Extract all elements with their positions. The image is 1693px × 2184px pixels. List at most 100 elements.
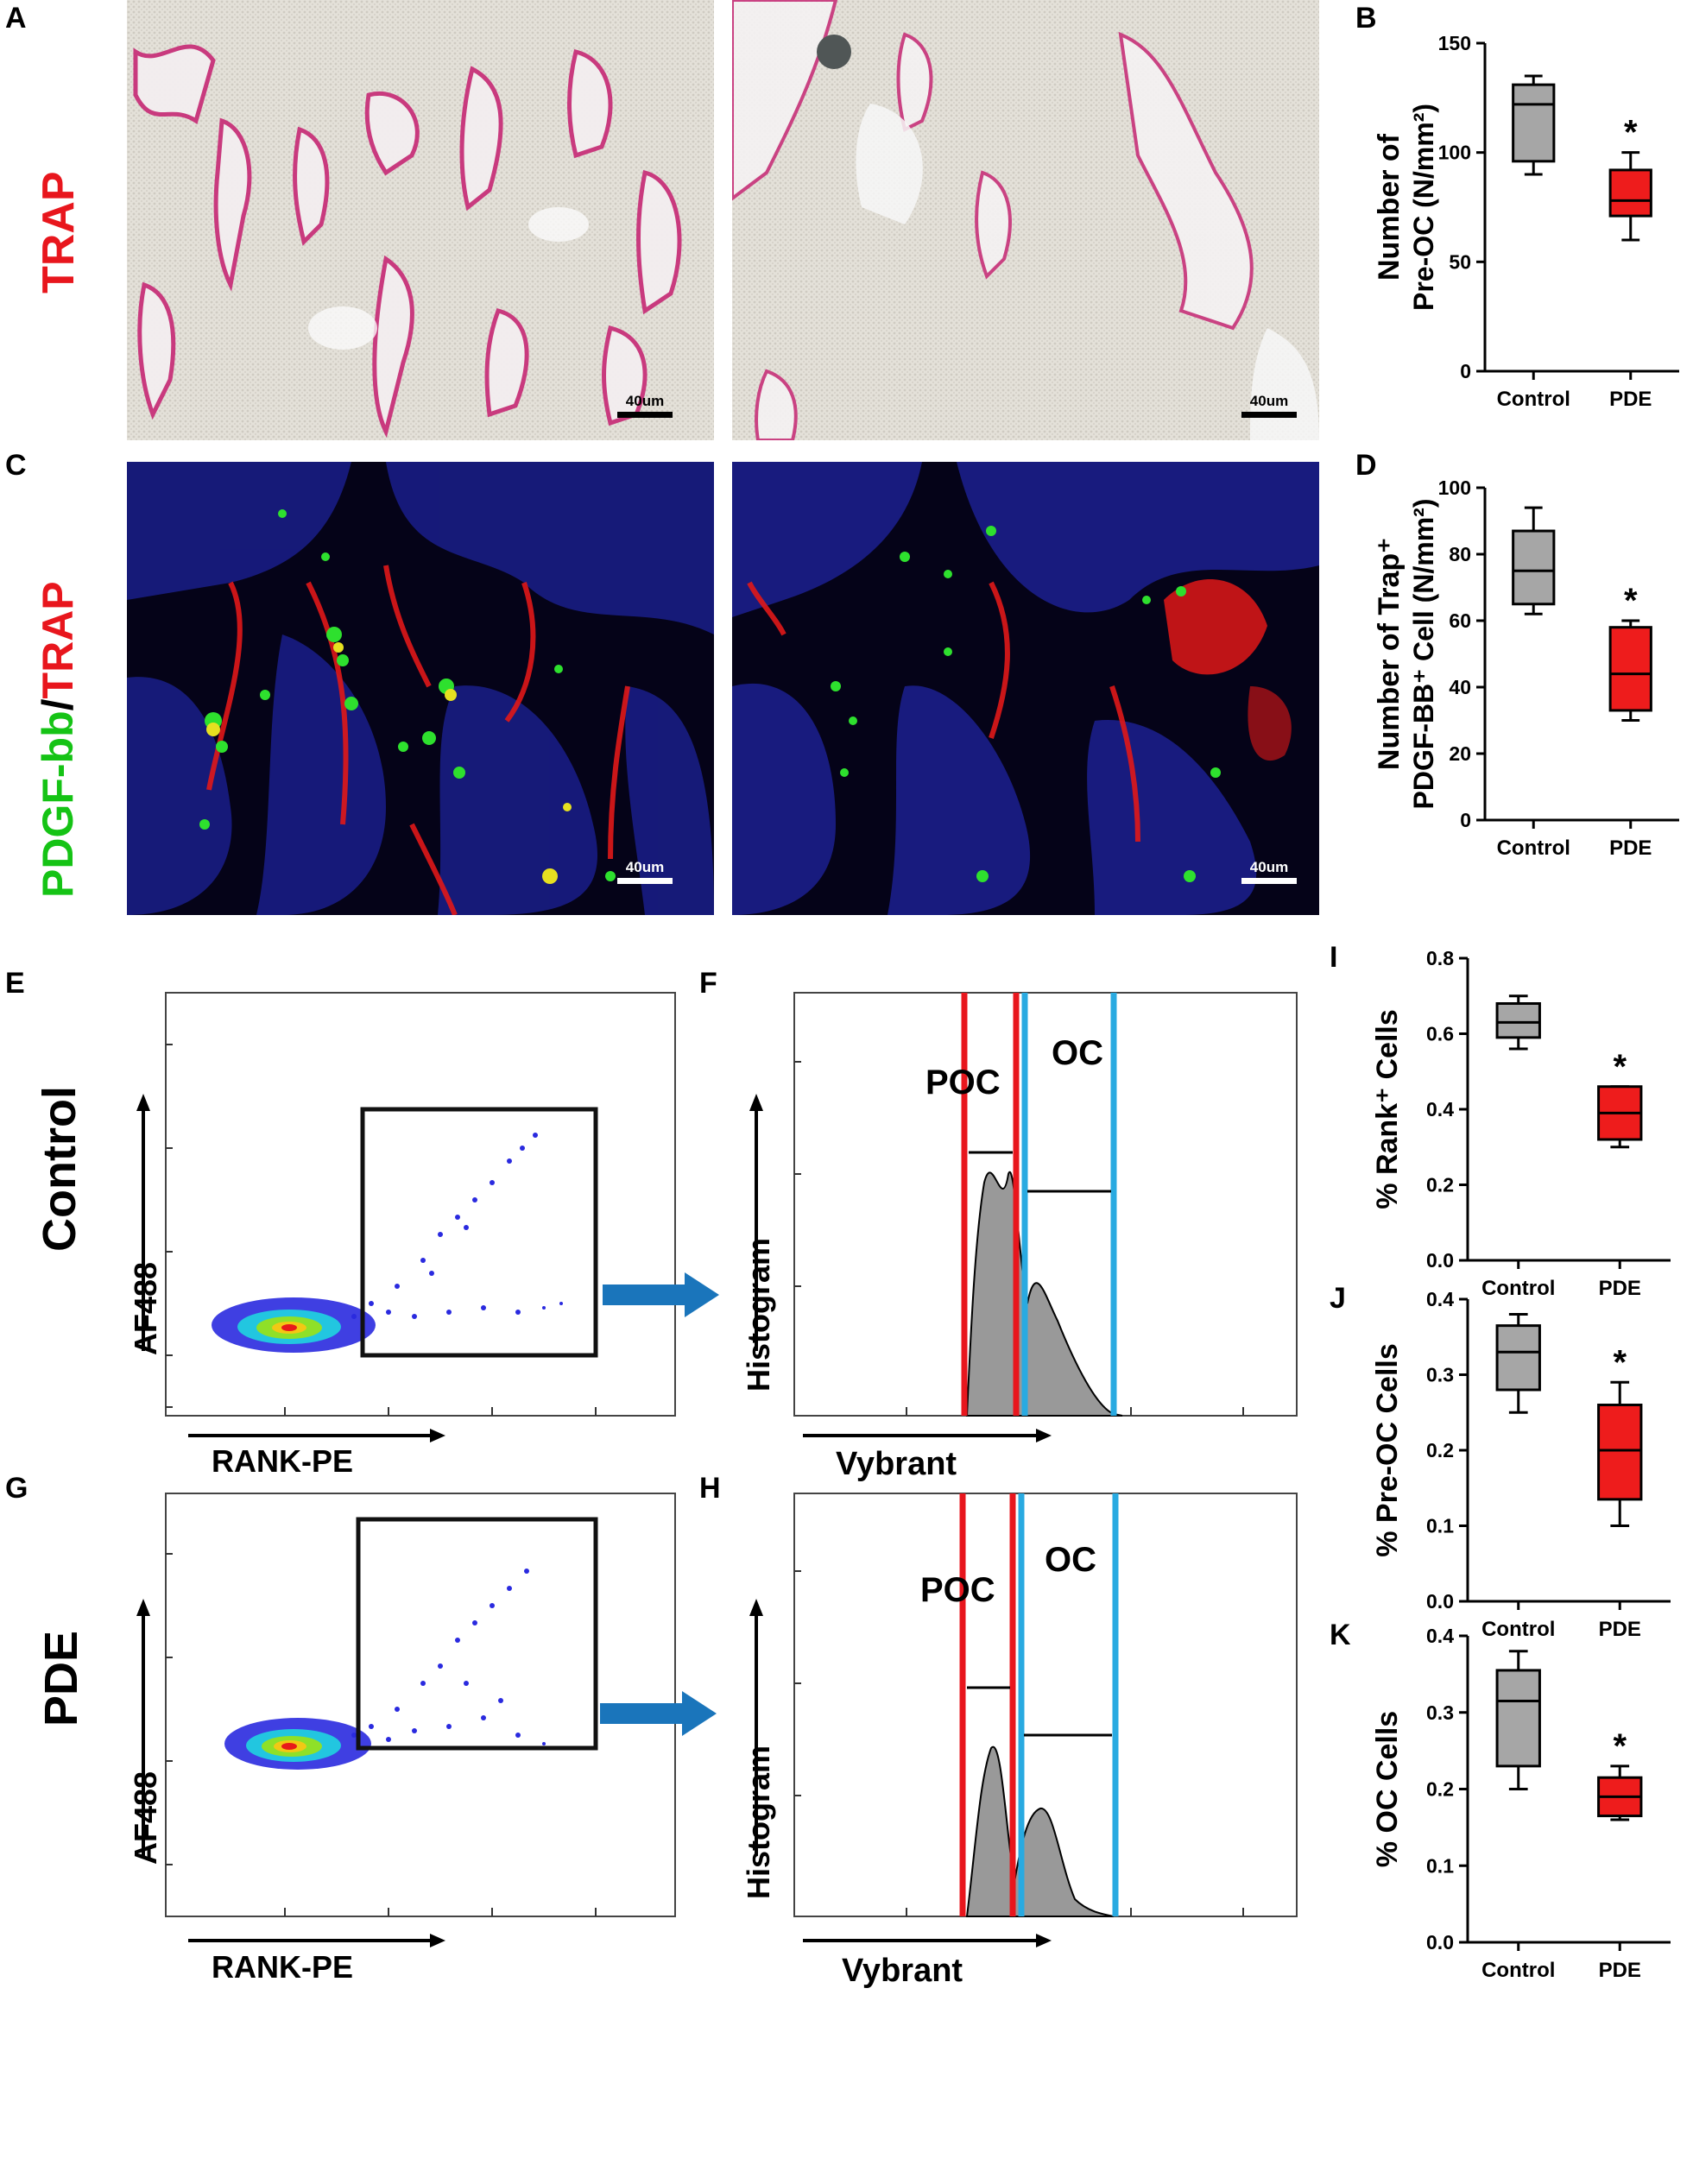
y-tick-label: 100 <box>1438 142 1471 164</box>
chart-svg-j: 0.0 0.1 0.2 0.3 0.4 Control PDE * % Pre-OC Cells <box>1371 1288 1671 1641</box>
panel-letter-b: B <box>1355 2 1377 35</box>
y-tick-label: 0.3 <box>1426 1701 1454 1724</box>
poc-label-control: POC <box>925 1064 1001 1101</box>
histogram-axis-label-control: Histogram <box>741 1237 776 1392</box>
scale-bar-text: 40um <box>625 393 665 409</box>
vybrant-axis-arrow-pde <box>803 1934 1053 1951</box>
y-tick-label: 0.2 <box>1426 1174 1454 1196</box>
pdgf-label: PDGF-bb <box>34 710 82 898</box>
x-category-label: PDE <box>1599 1959 1641 1982</box>
x-category-label: PDE <box>1599 1618 1641 1641</box>
af488-axis-arrow <box>135 1092 152 1351</box>
box-control <box>1495 1313 1541 1414</box>
af488-axis-arrow-pde <box>135 1597 152 1856</box>
pdgf-trap-micrograph-control: 40um <box>127 462 714 915</box>
rank-pe-axis-label-pde: RANK-PE <box>212 1949 354 1985</box>
significance-star: * <box>1613 1048 1627 1086</box>
rank-pe-axis-arrow <box>188 1429 447 1442</box>
box-control <box>1495 994 1541 1051</box>
y-tick-label: 0.0 <box>1426 1249 1454 1272</box>
significance-star: * <box>1624 582 1638 620</box>
trap-stain-label: TRAP <box>34 171 84 294</box>
slash-label: / <box>34 698 82 711</box>
chart-i-rank-cells: 0.0 0.2 0.4 0.6 0.8 Control PDE * % Rank⁺ Cells <box>1347 941 1684 1321</box>
x-category-label: Control <box>1481 1277 1555 1300</box>
y-tick-label: 100 <box>1438 477 1471 499</box>
panel-letter-a: A <box>5 2 27 35</box>
flow-dotplot-pde <box>112 1485 682 1925</box>
panel-letter-e: E <box>5 967 25 1000</box>
y-tick-label: 60 <box>1449 609 1471 632</box>
y-axis-label: Number of <box>1373 133 1406 281</box>
panel-letter-d: D <box>1355 449 1377 482</box>
flow-histogram-pde <box>734 1485 1304 1925</box>
flow-dotplot-control <box>112 975 682 1424</box>
pdgf-trap-micrograph-pde: 40um <box>732 462 1319 915</box>
scale-bar-line <box>617 878 673 884</box>
y-tick-label: 0 <box>1460 360 1471 382</box>
chart-d-trap-pdgf-count: 0 20 40 60 80 100 Control PDE * Number of Trap⁺ PD… <box>1364 470 1692 881</box>
af488-axis-label: AF488 <box>128 1261 163 1355</box>
chart-svg-b: 0 50 100 150 Control PDE * Number of Pre-OC (N/m… <box>1373 32 1679 411</box>
y-tick-label: 0.0 <box>1426 1931 1454 1954</box>
y-axis-label: % Pre-OC Cells <box>1371 1343 1404 1557</box>
x-category-label: Control <box>1481 1959 1555 1982</box>
rank-pe-axis-arrow-pde <box>188 1934 447 1951</box>
chart-b-preoc-count: 0 50 100 150 Control PDE * Number of Pre-OC (N/m… <box>1364 26 1692 432</box>
x-category-label: Control <box>1497 388 1570 411</box>
panel-letter-i: I <box>1330 941 1338 974</box>
poc-label-pde: POC <box>920 1571 995 1609</box>
y-tick-label: 40 <box>1449 676 1471 698</box>
y-axis-label: Number of Trap⁺ <box>1373 538 1406 770</box>
oc-label-pde: OC <box>1045 1541 1096 1579</box>
chart-svg-k: 0.0 0.1 0.2 0.3 0.4 Control PDE * % OC Cells <box>1371 1625 1671 1982</box>
y-tick-label: 0 <box>1460 809 1471 831</box>
panel-letter-j: J <box>1330 1282 1346 1315</box>
y-tick-label: 0.6 <box>1426 1023 1454 1045</box>
box-pde <box>1597 1764 1643 1821</box>
histogram-trace <box>965 1745 1115 1917</box>
x-category-label: Control <box>1481 1618 1555 1641</box>
histogram-axis-arrow-pde <box>748 1597 765 1856</box>
y-tick-label: 0.2 <box>1426 1439 1454 1461</box>
rank-pe-axis-label: RANK-PE <box>212 1443 354 1479</box>
box-pde <box>1608 151 1652 242</box>
dotplot-cloud <box>212 1133 563 1353</box>
panel-letter-f: F <box>699 967 717 1000</box>
significance-star: * <box>1613 1727 1627 1765</box>
x-category-label: PDE <box>1599 1277 1641 1300</box>
panel-letter-h: H <box>699 1472 721 1505</box>
dotplot-cloud <box>224 1569 546 1770</box>
box-control <box>1512 74 1556 176</box>
scale-bar-line <box>1241 878 1297 884</box>
vybrant-axis-label-pde: Vybrant <box>842 1953 963 1989</box>
scale-bar-text: 40um <box>625 859 665 875</box>
oc-label-control: OC <box>1052 1034 1103 1072</box>
vybrant-axis-arrow-control <box>803 1429 1053 1446</box>
trap-micrograph-pde: 40um <box>732 0 1319 440</box>
scale-bar-a1: 40um <box>617 393 673 418</box>
scale-bar-line <box>1241 412 1297 418</box>
scale-bar-c1: 40um <box>617 859 673 884</box>
y-tick-label: 0.1 <box>1426 1515 1454 1537</box>
box-control <box>1512 506 1556 615</box>
y-tick-label: 80 <box>1449 543 1471 565</box>
box-pde <box>1597 1380 1643 1527</box>
scale-bar-line <box>617 412 673 418</box>
chart-j-preoc-cells: 0.0 0.1 0.2 0.3 0.4 Control PDE * % Pre-OC Cells <box>1347 1282 1684 1662</box>
box-control <box>1495 1650 1541 1790</box>
y-tick-label: 0.4 <box>1426 1288 1454 1310</box>
rank-gate-box <box>356 1517 598 1751</box>
y-tick-label: 20 <box>1449 742 1471 765</box>
dotplot-frame <box>165 992 676 1417</box>
panel-letter-k: K <box>1330 1619 1351 1651</box>
significance-star: * <box>1613 1343 1627 1381</box>
trap-micrograph-control: 40um <box>127 0 714 440</box>
scale-bar-a2: 40um <box>1241 393 1297 418</box>
gate-to-histogram-arrow-control <box>603 1269 723 1325</box>
y-tick-label: 50 <box>1449 250 1471 273</box>
x-category-label: PDE <box>1609 388 1652 411</box>
chart-svg-i: 0.0 0.2 0.4 0.6 0.8 Control PDE * % Rank⁺ Cells <box>1371 947 1671 1300</box>
y-axis-label: % Rank⁺ Cells <box>1371 1009 1404 1209</box>
y-tick-label: 0.2 <box>1426 1778 1454 1801</box>
